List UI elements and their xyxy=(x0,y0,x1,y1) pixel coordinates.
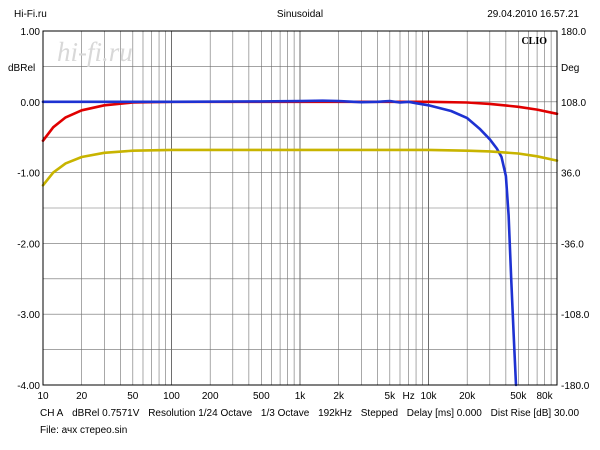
x-tick-label: 1k xyxy=(295,391,307,402)
x-tick-label: 10k xyxy=(420,391,437,402)
x-tick-label: 100 xyxy=(163,391,180,402)
x-axis-unit-label: Hz xyxy=(402,391,414,402)
x-tick-label: 500 xyxy=(253,391,270,402)
footer-rate: 192kHz xyxy=(318,408,352,419)
x-tick-label: 10 xyxy=(37,391,49,402)
header-left: Hi-Fi.ru xyxy=(14,9,47,20)
y-tick-label-left: 0.00 xyxy=(21,98,41,109)
x-tick-label: 50k xyxy=(510,391,527,402)
x-tick-label: 200 xyxy=(202,391,219,402)
series-line xyxy=(41,148,559,187)
y-tick-label-right: 180.0 xyxy=(561,27,586,38)
footer-resolution: Resolution 1/24 Octave xyxy=(148,408,253,419)
watermark-logo: hi-fi.ru xyxy=(57,37,133,67)
x-tick-label: 2k xyxy=(333,391,345,402)
footer-file: File: ачх стерео.sin xyxy=(40,425,128,436)
x-tick-label: 20k xyxy=(459,391,476,402)
y-tick-label-right: -180.0 xyxy=(561,381,590,392)
footer-dist-rise: Dist Rise [dB] 30.00 xyxy=(490,408,579,419)
y-tick-label-right: -108.0 xyxy=(561,310,590,321)
y-tick-label-left: -3.00 xyxy=(17,310,40,321)
x-tick-label: 80k xyxy=(536,391,553,402)
plot-frame xyxy=(42,30,558,386)
footer-delay: Delay [ms] 0.000 xyxy=(406,408,482,419)
y-tick-label-left: 1.00 xyxy=(21,27,41,38)
y-tick-label-right: 36.0 xyxy=(561,169,581,180)
brand-label: CLIO xyxy=(521,36,547,47)
series-line xyxy=(41,99,518,387)
y-tick-label-right: -36.0 xyxy=(561,239,584,250)
footer-mode: Stepped xyxy=(360,408,399,419)
header-title: Sinusoidal xyxy=(276,9,324,20)
x-tick-label: 5k xyxy=(385,391,397,402)
x-tick-label: 50 xyxy=(127,391,139,402)
y-tick-label-left: -4.00 xyxy=(17,381,40,392)
footer-settings: CH A dBRel 0.7571V Resolution 1/24 Octav… xyxy=(40,408,585,419)
y-tick-label-right: 108.0 xyxy=(561,98,586,109)
footer-unit-value: dBRel 0.7571V xyxy=(72,408,140,419)
header-timestamp: 29.04.2010 16.57.21 xyxy=(487,9,579,20)
y-axis-label-left: dBRel xyxy=(8,63,35,74)
y-tick-label-left: -2.00 xyxy=(17,239,40,250)
footer-octave: 1/3 Octave xyxy=(260,408,310,419)
y-axis-label-right: Deg xyxy=(561,63,579,74)
y-tick-label-left: -1.00 xyxy=(17,169,40,180)
x-tick-label: 20 xyxy=(76,391,88,402)
footer-channel: CH A xyxy=(40,408,64,419)
